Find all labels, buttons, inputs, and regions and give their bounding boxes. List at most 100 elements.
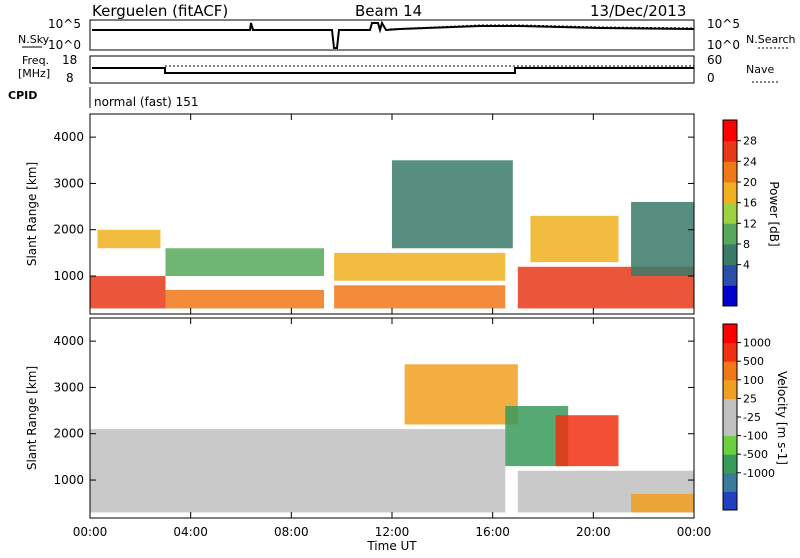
cpid-label: CPID [8,89,37,102]
x-tick-label: 00:00 [677,525,712,539]
velocity-colorbar-tick-label: -500 [743,448,768,461]
date-title: 13/Dec/2013 [590,2,686,20]
velocity-colorbar-segment [723,324,737,344]
velocity-y-ticks: 1000 2000 3000 4000 [53,334,694,487]
cpid-value: normal (fast) 151 [94,95,198,109]
velocity-region [555,415,619,467]
x-tick-label: 20:00 [576,525,611,539]
velocity-colorbar: 1000 500 100 25 -25 -100 -500 -1000 [722,323,775,511]
noise-tick-left-bottom: 10^0 [48,38,81,52]
power-colorbar-segment [723,182,737,204]
power-colorbar-frame [722,119,738,307]
power-colorbar-segment [723,161,737,183]
x-tick-label: 08:00 [274,525,309,539]
velocity-region [90,429,506,513]
beam-title: Beam 14 [355,2,422,20]
velocity-y-tick-label: 3000 [53,380,84,394]
power-region [530,215,619,263]
power-colorbar-label: Power [dB] [767,181,781,246]
freq-label-1: Freq. [22,54,49,67]
freq-panel: Freq. [MHz] 18 8 60 0 Nave [18,53,780,85]
velocity-colorbar-segment [723,379,737,399]
noise-tick-right-top: 10^5 [707,17,740,31]
power-colorbar-tick-label: 28 [743,135,757,148]
noise-search-line [389,24,695,30]
velocity-colorbar-tick-label: -1000 [743,467,775,480]
power-region [631,201,694,277]
power-colorbar-tick-label: 24 [743,155,757,168]
velocity-data-layer [90,364,694,513]
velocity-colorbar-segment [723,472,737,492]
velocity-colorbar-segment [723,435,737,455]
power-x-ticks [89,114,695,314]
noise-tick-right-bottom: 10^0 [707,38,740,52]
power-y-tick-label: 1000 [53,269,84,283]
velocity-colorbar-segment [723,398,737,418]
power-panel: 1000 2000 3000 4000 Slant Range [km] 28 24 20… [25,113,781,315]
nave-label: Nave [746,63,774,76]
power-y-axis-label: Slant Range [km] [25,162,39,266]
power-colorbar-segment [723,120,737,142]
freq-panel-frame [89,55,695,84]
velocity-colorbar-segment [723,361,737,381]
power-y-tick-label: 3000 [53,176,84,190]
velocity-y-tick-label: 2000 [53,427,84,441]
nsearch-label: N.Search [746,33,796,46]
station-title: Kerguelen (fitACF) [92,2,228,20]
power-y-tick-label: 4000 [53,130,84,144]
power-region [97,229,161,249]
power-region [392,160,513,249]
velocity-colorbar-tick-label: 1000 [743,337,771,350]
power-colorbar-segment [723,264,737,286]
velocity-panel: 1000 2000 3000 4000 Slant Range [km] 1000 50… [25,317,789,519]
velocity-colorbar-segment [723,342,737,362]
nave-tick-bottom: 0 [707,71,715,85]
power-colorbar-tick-label: 4 [743,259,750,272]
velocity-colorbar-tick-label: 100 [743,374,764,387]
noise-panel: N.Sky 10^5 10^0 10^5 10^0 N.Search [18,17,796,52]
velocity-colorbar-label: Velocity [m s-1] [775,371,789,465]
freq-line [92,67,694,74]
power-data-layer [90,160,694,309]
velocity-colorbar-tick-label: -25 [743,411,761,424]
nave-tick-top: 60 [707,53,722,67]
power-region [90,276,166,309]
velocity-colorbar-tick-label: -100 [743,430,768,443]
x-tick-label: 16:00 [475,525,510,539]
power-region [334,285,506,309]
power-y-ticks: 1000 2000 3000 4000 [53,130,694,283]
x-tick-label: 04:00 [173,525,208,539]
power-colorbar-segment [723,202,737,224]
velocity-region [404,364,518,425]
power-colorbar-segment [723,285,737,307]
velocity-colorbar-tick-label: 500 [743,355,764,368]
freq-label-2: [MHz] [18,67,50,80]
velocity-colorbar-segment [723,491,737,511]
power-colorbar-tick-label: 16 [743,197,757,210]
velocity-y-tick-label: 4000 [53,334,84,348]
power-colorbar-tick-label: 12 [743,217,757,230]
power-region [165,248,325,277]
noise-sky-line [92,20,695,49]
power-colorbar-segment [723,244,737,266]
velocity-y-axis-label: Slant Range [km] [25,366,39,470]
nsky-label: N.Sky [18,33,50,46]
velocity-x-ticks [89,318,695,518]
noise-tick-left-top: 10^5 [48,17,81,31]
power-colorbar-segment [723,223,737,245]
noise-panel-frame [89,19,695,51]
freq-tick-top: 18 [62,53,77,67]
velocity-colorbar-segment [723,454,737,474]
velocity-colorbar-tick-label: 25 [743,392,757,405]
x-tick-label: 12:00 [375,525,410,539]
power-region [334,252,506,281]
power-colorbar-tick-label: 8 [743,238,750,251]
x-axis-label: Time UT [366,539,417,553]
power-colorbar: 28 24 20 16 12 8 4 [722,119,757,307]
power-colorbar-segment [723,140,737,162]
power-colorbar-tick-label: 20 [743,176,757,189]
power-y-tick-label: 2000 [53,223,84,237]
velocity-colorbar-segment [723,417,737,437]
